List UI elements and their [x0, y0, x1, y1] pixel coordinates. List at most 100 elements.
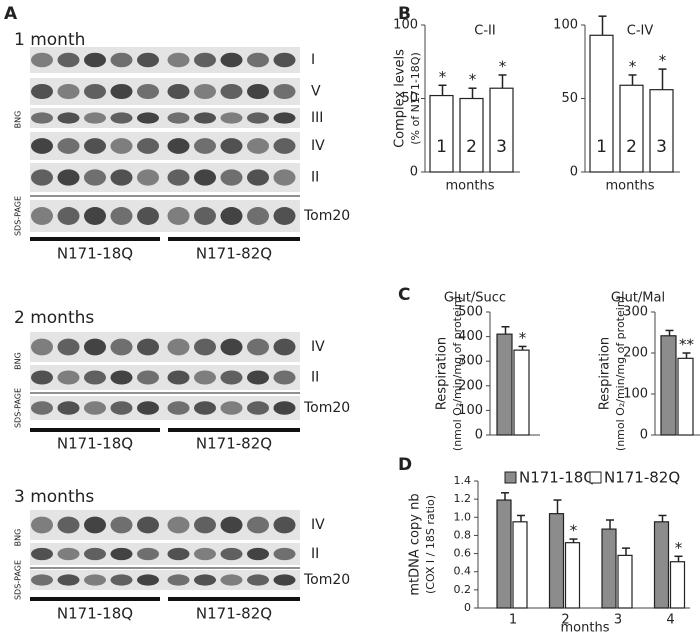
band-blob	[220, 338, 243, 356]
band-blob	[194, 370, 216, 385]
band-blob	[220, 207, 243, 225]
band-blob	[273, 207, 296, 225]
band-blob	[194, 547, 216, 561]
band-label: Tom20	[303, 400, 350, 416]
band-blob	[84, 547, 106, 561]
chart-title: C-II	[474, 24, 495, 39]
band-blob	[167, 401, 190, 415]
band-blob	[167, 207, 190, 225]
band-blob	[220, 169, 243, 186]
blot-title: 1 month	[14, 30, 85, 50]
band-blob	[110, 83, 133, 100]
y-tick-label: 0	[475, 428, 483, 443]
y-tick-label: 1.4	[454, 474, 472, 487]
bar-number: 3	[656, 137, 667, 157]
band-blob	[194, 112, 216, 124]
band-blob	[194, 169, 216, 186]
significance: *	[519, 329, 527, 347]
band-label: II	[311, 170, 319, 186]
bar-number: 2	[626, 137, 637, 157]
band-blob	[167, 547, 190, 561]
band-blob	[137, 401, 159, 415]
band-blob	[57, 207, 80, 225]
band-blob	[273, 52, 296, 68]
legend-label: N171-82Q	[604, 469, 680, 487]
panel-letter: D	[398, 455, 412, 475]
bar	[589, 34, 614, 173]
band-blob	[137, 547, 159, 561]
band-blob	[247, 547, 269, 561]
band-blob	[110, 112, 133, 124]
bar	[619, 84, 644, 173]
band-label: Tom20	[303, 208, 350, 224]
y-axis-label: Respiration	[435, 337, 450, 410]
band-blob	[167, 112, 190, 124]
band-blob	[167, 370, 190, 385]
band-blob	[247, 516, 269, 534]
sds-label: SDS-PAGE	[14, 196, 23, 236]
band-blob	[247, 401, 269, 415]
bng-label: BNG	[14, 529, 23, 547]
y-axis-label: (nmol O₂/min/mg of protein)	[614, 296, 627, 451]
bar	[660, 335, 677, 436]
bar	[677, 357, 694, 436]
legend-label: N171-18Q	[519, 469, 595, 487]
band-blob	[84, 52, 106, 68]
band-blob	[194, 401, 216, 415]
band-blob	[247, 338, 269, 356]
band-blob	[137, 370, 159, 385]
band-blob	[194, 138, 216, 154]
y-tick-label: 100	[553, 18, 578, 33]
band-blob	[137, 169, 159, 186]
band-blob	[273, 547, 296, 561]
band-blob	[167, 516, 190, 534]
y-tick-label: 1.0	[454, 510, 472, 523]
band-blob	[220, 83, 243, 100]
band-blob	[84, 83, 106, 100]
significance: **	[679, 336, 695, 354]
blot-title: 2 months	[14, 308, 94, 328]
band-blob	[57, 370, 80, 385]
band-blob	[194, 83, 216, 100]
bar	[564, 542, 581, 609]
band-label: III	[311, 110, 323, 126]
y-tick-label: 0.4	[454, 565, 472, 578]
band-blob	[273, 83, 296, 100]
band-blob	[273, 401, 296, 415]
band-blob	[31, 338, 53, 356]
x-axis-label: months	[561, 621, 610, 635]
band-blob	[273, 516, 296, 534]
group-bar	[168, 237, 300, 241]
band-blob	[84, 112, 106, 124]
significance: *	[629, 57, 637, 75]
band-blob	[220, 370, 243, 385]
sds-label: SDS-PAGE	[14, 388, 23, 428]
group-label: N171-82Q	[196, 245, 272, 263]
band-blob	[247, 112, 269, 124]
y-tick-label: 0.6	[454, 547, 472, 560]
bar	[496, 499, 512, 609]
band-blob	[137, 516, 159, 534]
y-tick-label: 500	[458, 305, 483, 320]
x-tick-label: 4	[666, 613, 674, 628]
band-blob	[220, 547, 243, 561]
band-blob	[167, 138, 190, 154]
band-blob	[57, 83, 80, 100]
y-axis-label: (nmol O₂/min/mg of protein)	[451, 296, 464, 451]
group-bar	[30, 237, 160, 241]
band-blob	[220, 112, 243, 124]
significance: *	[570, 522, 578, 540]
chart-title: C-IV	[627, 24, 654, 39]
band-blob	[110, 370, 133, 385]
y-axis-label: Respiration	[598, 337, 613, 410]
bar	[548, 513, 565, 609]
band-blob	[84, 516, 106, 534]
band-label: Tom20	[303, 572, 350, 588]
chart-title: Glut/Mal	[611, 291, 665, 306]
x-tick-label: 2	[561, 613, 569, 628]
band-blob	[84, 207, 106, 225]
bar	[459, 97, 484, 173]
band-blob	[31, 547, 53, 561]
band-blob	[194, 52, 216, 68]
